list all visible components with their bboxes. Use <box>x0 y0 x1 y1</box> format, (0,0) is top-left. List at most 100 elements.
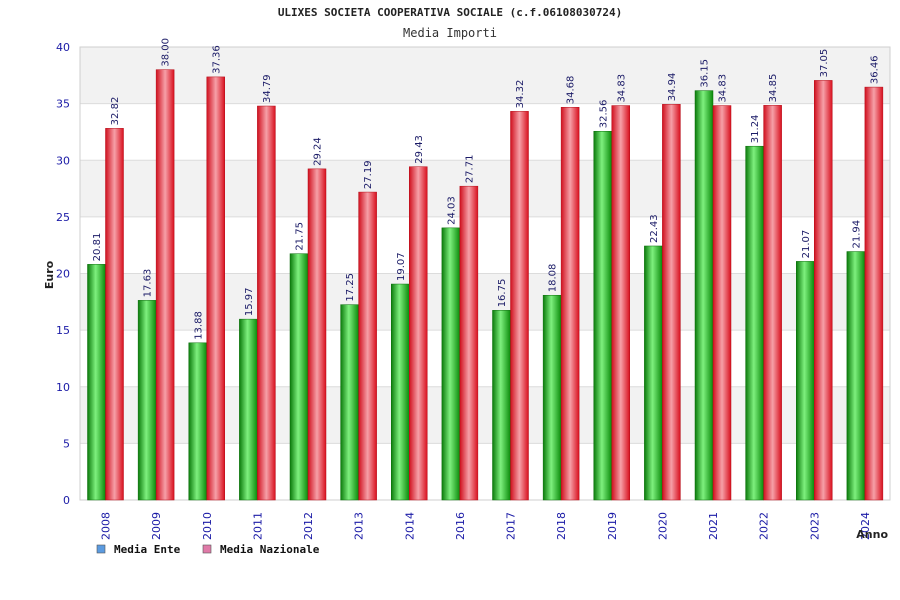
bar-media-nazionale-2024 <box>864 86 884 501</box>
legend-label: Media Ente <box>114 543 181 556</box>
y-axis-label: Euro <box>43 260 56 289</box>
data-label: 37.36 <box>211 45 222 74</box>
y-axis: 0 5 10 15 20 25 30 35 40 <box>56 41 70 507</box>
data-label: 19.07 <box>396 252 407 281</box>
x-axis: 2008 2009 2010 2011 2012 2013 2014 2016 2017 2018… <box>100 512 872 540</box>
bar-media-ente-2014 <box>391 283 410 501</box>
x-tick-label: 2008 <box>100 512 113 540</box>
bar-media-nazionale-2016 <box>459 185 479 501</box>
bar-media-ente-2023 <box>796 261 815 501</box>
bar-media-nazionale-2014 <box>409 166 428 501</box>
legend-swatch <box>96 544 106 554</box>
bar-media-nazionale-2012 <box>307 168 327 501</box>
bar-media-nazionale-2009 <box>155 69 175 501</box>
data-label: 15.97 <box>244 287 255 316</box>
chart-title: ULIXES SOCIETA COOPERATIVA SOCIALE (c.f.… <box>278 6 622 19</box>
bar-media-nazionale-2011 <box>257 105 276 501</box>
y-tick-label: 35 <box>56 98 70 111</box>
x-tick-label: 2014 <box>403 512 416 540</box>
bar-media-nazionale-2010 <box>206 76 225 501</box>
x-tick-label: 2024 <box>859 512 872 540</box>
data-label: 34.32 <box>515 80 526 109</box>
bar-media-nazionale-2018 <box>560 106 580 501</box>
data-label: 36.46 <box>869 55 880 84</box>
x-tick-label: 2023 <box>808 512 821 540</box>
bar-media-ente-2021 <box>694 90 714 501</box>
bar-media-nazionale-2021 <box>712 105 732 501</box>
x-tick-label: 2013 <box>353 512 366 540</box>
data-label: 32.56 <box>598 100 609 129</box>
bar-media-nazionale-2020 <box>662 104 681 501</box>
y-tick-label: 25 <box>56 211 70 224</box>
y-tick-label: 40 <box>56 41 70 54</box>
data-label: 38.00 <box>161 38 172 67</box>
bar-media-ente-2019 <box>593 131 612 501</box>
bar-media-ente-2009 <box>137 300 157 501</box>
bar-media-nazionale-2017 <box>510 111 529 501</box>
data-label: 21.75 <box>295 222 306 251</box>
bar-media-nazionale-2008 <box>105 128 124 501</box>
bar-media-nazionale-2013 <box>358 191 377 501</box>
data-label: 22.43 <box>649 214 660 243</box>
bar-media-ente-2013 <box>340 304 359 501</box>
bar-media-ente-2022 <box>745 145 764 501</box>
data-label: 13.88 <box>193 311 204 340</box>
x-tick-label: 2010 <box>201 512 214 540</box>
data-label: 34.79 <box>262 74 273 103</box>
data-label: 37.05 <box>819 49 830 78</box>
bar-media-ente-2008 <box>87 264 106 501</box>
data-label: 21.94 <box>851 220 862 249</box>
data-label: 36.15 <box>700 59 711 88</box>
bar-media-ente-2020 <box>644 245 663 501</box>
data-label: 27.19 <box>363 160 374 189</box>
plot-border <box>79 46 891 501</box>
bar-media-nazionale-2019 <box>611 105 630 501</box>
y-tick-label: 20 <box>56 268 70 281</box>
data-label: 27.71 <box>464 155 475 184</box>
bar-media-ente-2010 <box>188 342 207 501</box>
x-tick-label: 2019 <box>606 512 619 540</box>
bar-media-nazionale-2022 <box>763 105 782 501</box>
legend-swatch <box>202 544 212 554</box>
x-tick-label: 2011 <box>251 512 264 540</box>
data-label: 24.03 <box>446 196 457 225</box>
x-tick-label: 2016 <box>454 512 467 540</box>
data-labels-group: 20.81 32.82 17.63 38.00 13.88 37.36 15.97 34.79… <box>92 38 880 340</box>
data-label: 29.24 <box>313 137 324 166</box>
bar-media-nazionale-2023 <box>814 80 833 501</box>
x-tick-label: 2021 <box>707 512 720 540</box>
data-label: 34.83 <box>718 74 729 103</box>
data-label: 17.25 <box>345 273 356 302</box>
data-label: 17.63 <box>143 269 154 298</box>
chart-subtitle: Media Importi <box>403 26 497 40</box>
legend-label: Media Nazionale <box>220 543 320 556</box>
bar-media-ente-2011 <box>239 318 258 501</box>
data-label: 20.81 <box>92 233 103 262</box>
bar-media-ente-2018 <box>542 294 562 501</box>
bar-media-ente-2024 <box>846 251 866 501</box>
x-tick-label: 2020 <box>656 512 669 540</box>
y-tick-label: 15 <box>56 324 70 337</box>
x-tick-label: 2012 <box>302 512 315 540</box>
data-label: 31.24 <box>750 115 761 144</box>
data-label: 34.83 <box>616 74 627 103</box>
x-axis-label: Anno <box>856 528 888 541</box>
legend: Media Ente Media Nazionale <box>96 543 320 556</box>
x-tick-label: 2017 <box>505 512 518 540</box>
y-tick-label: 5 <box>63 437 70 450</box>
x-tick-label: 2018 <box>555 512 568 540</box>
data-label: 34.94 <box>667 73 678 102</box>
bars-group <box>87 69 884 501</box>
data-label: 18.08 <box>548 264 559 293</box>
y-tick-label: 10 <box>56 381 70 394</box>
bar-media-ente-2017 <box>492 310 511 501</box>
bar-media-ente-2012 <box>289 253 309 501</box>
data-label: 34.68 <box>566 76 577 105</box>
y-tick-label: 30 <box>56 154 70 167</box>
data-label: 29.43 <box>414 135 425 164</box>
y-tick-label: 0 <box>63 494 70 507</box>
data-label: 34.85 <box>768 74 779 103</box>
x-tick-label: 2009 <box>150 512 163 540</box>
x-tick-label: 2022 <box>758 512 771 540</box>
